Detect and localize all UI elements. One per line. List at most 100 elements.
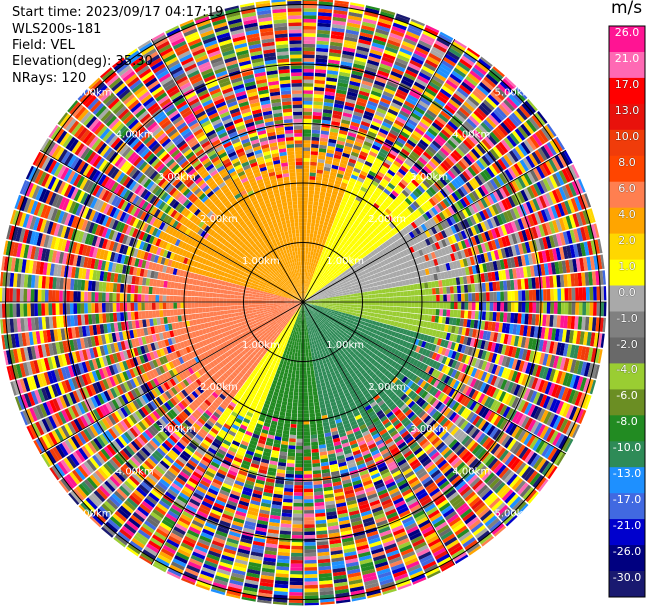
- velocity-gate: [582, 287, 587, 301]
- velocity-gate: [328, 219, 334, 225]
- velocity-gate: [396, 88, 408, 97]
- velocity-gate: [334, 217, 340, 223]
- velocity-gate: [432, 288, 437, 295]
- velocity-gate: [348, 263, 353, 268]
- velocity-gate: [489, 131, 501, 143]
- velocity-gate: [310, 158, 318, 163]
- velocity-gate: [333, 245, 339, 250]
- velocity-gate: [321, 303, 326, 305]
- velocity-gate: [475, 302, 480, 311]
- velocity-gate: [366, 62, 379, 70]
- velocity-gate: [428, 288, 433, 295]
- velocity-gate: [352, 231, 358, 237]
- velocity-gate: [309, 176, 316, 180]
- velocity-gate: [468, 293, 472, 302]
- velocity-gate: [324, 284, 328, 288]
- velocity-gate: [327, 234, 333, 239]
- velocity-gate: [307, 345, 311, 350]
- velocity-gate: [355, 52, 368, 60]
- velocity-gate: [344, 171, 352, 178]
- velocity-gate: [353, 211, 360, 217]
- velocity-gate: [304, 261, 307, 266]
- velocity-gate: [350, 73, 363, 80]
- velocity-gate: [338, 207, 344, 213]
- velocity-gate: [305, 342, 308, 346]
- velocity-gate: [474, 201, 482, 212]
- velocity-gate: [303, 8, 317, 12]
- velocity-gate: [347, 237, 353, 243]
- velocity-gate: [384, 233, 391, 240]
- velocity-gate: [388, 311, 393, 316]
- velocity-gate: [331, 276, 336, 281]
- velocity-gate: [303, 175, 309, 180]
- velocity-gate: [408, 24, 423, 33]
- velocity-gate: [552, 138, 563, 152]
- velocity-gate: [412, 244, 418, 252]
- velocity-gate: [321, 126, 330, 132]
- velocity-gate: [426, 109, 437, 119]
- velocity-gate: [380, 229, 387, 236]
- velocity-gate: [370, 147, 379, 155]
- velocity-gate: [367, 247, 373, 253]
- velocity-gate: [454, 90, 467, 101]
- velocity-gate: [481, 79, 494, 91]
- velocity-gate: [410, 284, 415, 291]
- velocity-gate: [392, 292, 397, 297]
- velocity-gate: [317, 19, 332, 24]
- velocity-gate: [340, 286, 345, 290]
- velocity-gate: [375, 110, 386, 118]
- velocity-gate: [303, 111, 312, 116]
- velocity-gate: [349, 234, 356, 240]
- velocity-gate: [358, 202, 366, 208]
- velocity-gate: [369, 271, 374, 276]
- velocity-gate: [370, 167, 378, 174]
- velocity-gate: [335, 283, 340, 287]
- velocity-gate: [449, 309, 454, 317]
- velocity-gate: [344, 142, 354, 148]
- velocity-gate: [349, 288, 353, 292]
- velocity-gate: [361, 257, 367, 263]
- velocity-gate: [499, 312, 504, 322]
- velocity-gate: [306, 295, 309, 299]
- velocity-gate: [305, 283, 307, 287]
- velocity-gate: [310, 154, 318, 159]
- velocity-gate: [346, 292, 350, 295]
- velocity-gate: [303, 293, 305, 298]
- velocity-gate: [396, 302, 401, 307]
- velocity-gate: [428, 244, 434, 253]
- velocity-gate: [311, 219, 316, 224]
- velocity-gate: [349, 193, 357, 199]
- velocity-gate: [344, 101, 355, 108]
- velocity-gate: [413, 176, 422, 185]
- velocity-gate: [444, 208, 452, 217]
- velocity-gate: [487, 94, 500, 106]
- velocity-gate: [447, 120, 459, 131]
- velocity-gate: [307, 280, 310, 284]
- velocity-gate: [410, 290, 415, 296]
- velocity-gate: [315, 376, 320, 381]
- velocity-gate: [348, 180, 356, 187]
- velocity-gate: [421, 136, 431, 145]
- velocity-gate: [374, 80, 386, 88]
- velocity-gate: [372, 83, 385, 91]
- velocity-gate: [305, 352, 309, 357]
- velocity-gate: [354, 266, 360, 271]
- velocity-gate: [336, 89, 347, 95]
- velocity-gate: [317, 294, 321, 297]
- velocity-gate: [331, 243, 336, 249]
- velocity-gate: [438, 131, 449, 142]
- velocity-gate: [339, 227, 345, 233]
- velocity-gate: [321, 286, 325, 290]
- velocity-gate: [346, 255, 352, 261]
- velocity-gate: [503, 312, 508, 323]
- velocity-gate: [514, 290, 519, 301]
- velocity-gate: [380, 97, 391, 105]
- velocity-gate: [383, 49, 397, 58]
- velocity-gate: [310, 161, 317, 166]
- velocity-gate: [425, 130, 436, 140]
- velocity-gate: [503, 302, 508, 312]
- velocity-gate: [435, 69, 449, 79]
- velocity-gate: [321, 267, 325, 271]
- velocity-gate: [471, 148, 481, 159]
- velocity-gate: [367, 154, 376, 161]
